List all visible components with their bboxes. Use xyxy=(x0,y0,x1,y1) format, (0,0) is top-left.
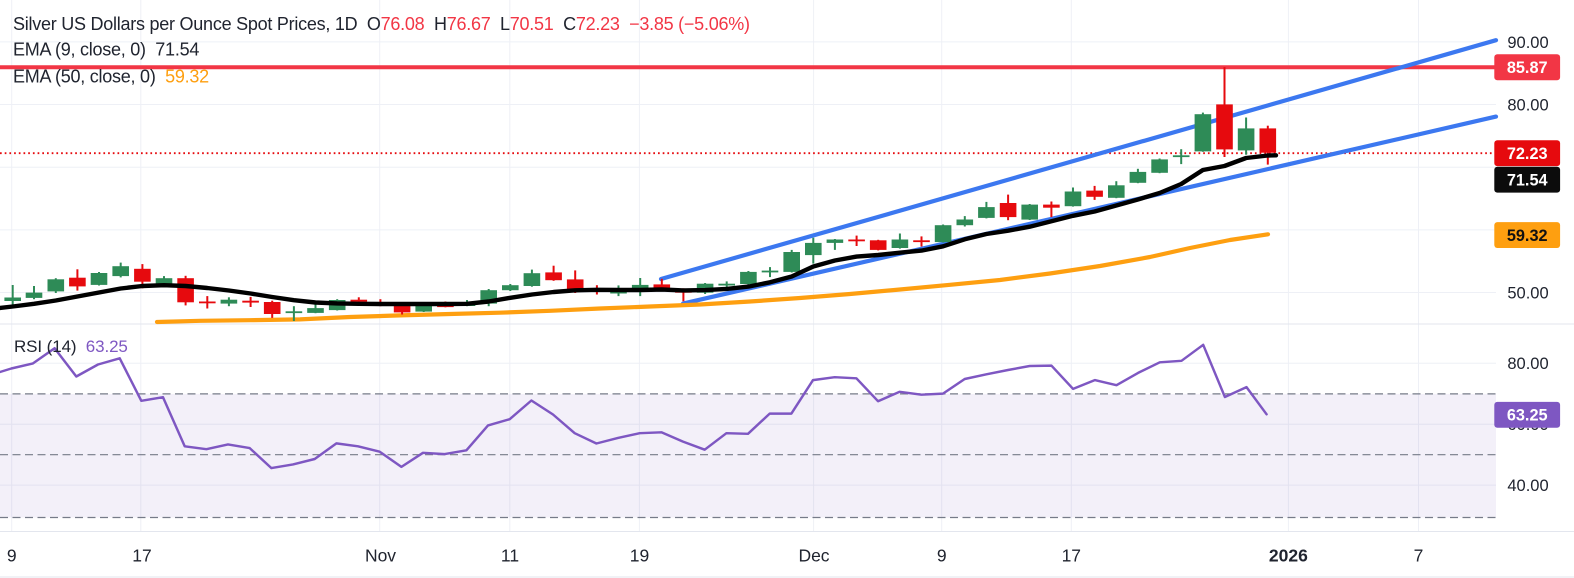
svg-text:40.00: 40.00 xyxy=(1507,477,1548,495)
svg-text:17: 17 xyxy=(1062,546,1081,566)
svg-text:Nov: Nov xyxy=(365,546,396,566)
svg-text:EMA (9, close, 0) 71.54: EMA (9, close, 0) 71.54 xyxy=(13,39,199,59)
svg-text:80.00: 80.00 xyxy=(1507,355,1548,373)
svg-text:71.54: 71.54 xyxy=(1507,172,1548,190)
svg-text:50.00: 50.00 xyxy=(1507,284,1548,302)
svg-text:85.87: 85.87 xyxy=(1507,59,1548,77)
svg-text:9: 9 xyxy=(937,546,947,566)
svg-text:9: 9 xyxy=(7,546,17,566)
svg-text:72.23: 72.23 xyxy=(1507,145,1548,163)
svg-text:RSI (14) 63.25: RSI (14) 63.25 xyxy=(14,337,128,356)
svg-text:Silver US Dollars per Ounce Sp: Silver US Dollars per Ounce Spot Prices,… xyxy=(13,14,750,34)
svg-text:Dec: Dec xyxy=(798,546,829,566)
svg-text:7: 7 xyxy=(1414,546,1424,566)
svg-text:2026: 2026 xyxy=(1269,546,1308,566)
svg-text:17: 17 xyxy=(132,546,151,566)
svg-text:19: 19 xyxy=(630,546,649,566)
svg-text:80.00: 80.00 xyxy=(1507,96,1548,114)
svg-text:90.00: 90.00 xyxy=(1507,34,1548,52)
svg-text:EMA (50, close, 0) 59.32: EMA (50, close, 0) 59.32 xyxy=(13,67,209,87)
svg-text:63.25: 63.25 xyxy=(1507,407,1548,425)
svg-text:11: 11 xyxy=(501,546,519,566)
svg-text:59.32: 59.32 xyxy=(1507,227,1548,245)
